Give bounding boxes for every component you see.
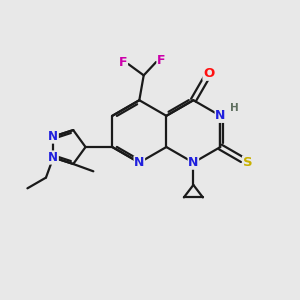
Text: S: S [243,156,252,169]
Text: N: N [48,130,58,143]
Text: N: N [134,156,145,169]
Text: F: F [119,56,128,69]
Text: H: H [230,103,239,112]
Text: N: N [48,151,58,164]
Text: F: F [157,54,166,67]
Text: N: N [215,109,226,122]
Text: O: O [203,67,214,80]
Text: N: N [188,156,199,169]
